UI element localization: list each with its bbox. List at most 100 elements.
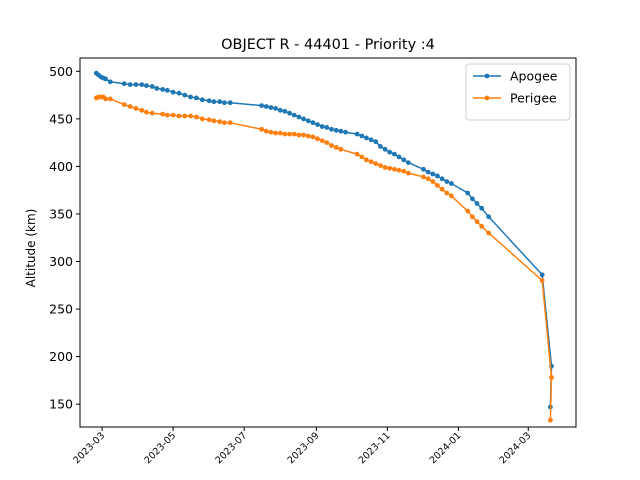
data-point xyxy=(170,89,176,95)
data-point xyxy=(139,82,145,87)
data-point xyxy=(103,96,108,102)
data-point xyxy=(373,161,379,167)
series-line xyxy=(95,72,553,408)
series-line xyxy=(96,96,553,421)
data-point xyxy=(444,179,450,185)
data-point xyxy=(444,190,450,196)
data-point xyxy=(354,131,360,137)
data-point xyxy=(149,84,155,89)
data-point xyxy=(435,183,440,188)
legend-label-perigee: Perigee xyxy=(510,91,557,106)
data-point xyxy=(107,96,113,102)
data-point xyxy=(421,174,426,180)
legend-swatch-marker xyxy=(484,95,490,101)
data-point xyxy=(103,76,108,82)
data-point xyxy=(268,105,274,110)
data-point xyxy=(315,122,320,127)
data-point xyxy=(359,154,365,160)
data-point xyxy=(305,133,311,139)
data-point xyxy=(199,116,205,122)
data-point xyxy=(301,132,306,138)
data-point xyxy=(392,151,397,157)
data-point xyxy=(470,196,475,202)
data-point xyxy=(329,143,334,148)
data-point xyxy=(149,110,155,116)
data-point xyxy=(338,128,344,134)
data-point xyxy=(430,171,436,177)
data-point xyxy=(182,92,188,98)
data-point xyxy=(338,146,344,152)
data-point xyxy=(121,81,127,87)
x-tick-label: 2023-11 xyxy=(357,430,393,466)
data-point xyxy=(287,131,292,137)
data-point xyxy=(133,106,139,111)
data-point xyxy=(486,214,492,220)
chart-title: OBJECT R - 44401 - Priority :4 xyxy=(221,37,435,53)
y-tick-label: 150 xyxy=(49,397,73,412)
data-point xyxy=(465,208,471,214)
x-tick-label: 2023-09 xyxy=(286,430,322,466)
data-point xyxy=(282,108,288,114)
y-tick-label: 300 xyxy=(49,254,73,269)
data-point xyxy=(263,128,269,134)
data-point xyxy=(378,144,383,149)
data-point xyxy=(296,114,302,120)
data-point xyxy=(405,160,411,166)
data-point xyxy=(139,107,145,113)
data-point xyxy=(176,90,182,96)
data-point xyxy=(222,120,227,126)
y-axis-label: Altitude (km) xyxy=(24,209,38,288)
data-point xyxy=(144,109,149,115)
data-point xyxy=(211,99,217,105)
data-point xyxy=(548,417,553,423)
data-point xyxy=(449,181,454,186)
data-point xyxy=(430,179,436,185)
data-point xyxy=(160,111,166,117)
data-point xyxy=(268,129,274,135)
data-point xyxy=(474,201,480,206)
series-apogee xyxy=(93,70,554,410)
data-point xyxy=(310,134,316,140)
data-point xyxy=(217,99,223,105)
data-point xyxy=(227,120,233,126)
data-point xyxy=(373,139,379,145)
data-point xyxy=(164,87,170,93)
data-point xyxy=(227,100,233,106)
data-point xyxy=(277,107,283,113)
x-tick-label: 2023-07 xyxy=(213,430,249,466)
legend-swatch-marker xyxy=(484,73,490,79)
data-point xyxy=(315,136,320,142)
legend-box xyxy=(465,63,571,121)
data-point xyxy=(194,114,199,120)
data-point xyxy=(273,130,278,136)
data-point xyxy=(364,157,369,163)
data-point xyxy=(263,104,269,109)
data-point xyxy=(539,278,545,283)
y-tick-label: 450 xyxy=(49,111,73,126)
data-point xyxy=(479,205,485,211)
data-point xyxy=(277,130,283,136)
data-point xyxy=(396,167,402,173)
data-point xyxy=(154,86,160,91)
plot-frame xyxy=(79,57,577,428)
data-point xyxy=(305,118,311,124)
data-point xyxy=(343,129,348,135)
data-point xyxy=(291,112,297,118)
x-tick-label: 2024-01 xyxy=(428,430,464,466)
plot-area xyxy=(93,70,554,423)
data-point xyxy=(333,145,339,150)
data-point xyxy=(273,106,278,111)
data-point xyxy=(222,100,227,106)
x-tick-label: 2023-03 xyxy=(71,430,107,466)
data-point xyxy=(401,168,407,174)
data-point xyxy=(449,193,454,199)
data-point xyxy=(206,98,212,104)
data-point xyxy=(539,272,545,278)
data-point xyxy=(549,375,554,380)
data-point xyxy=(121,102,127,107)
data-point xyxy=(296,132,302,138)
data-point xyxy=(368,137,374,143)
data-point xyxy=(382,165,388,170)
data-point xyxy=(396,154,402,160)
